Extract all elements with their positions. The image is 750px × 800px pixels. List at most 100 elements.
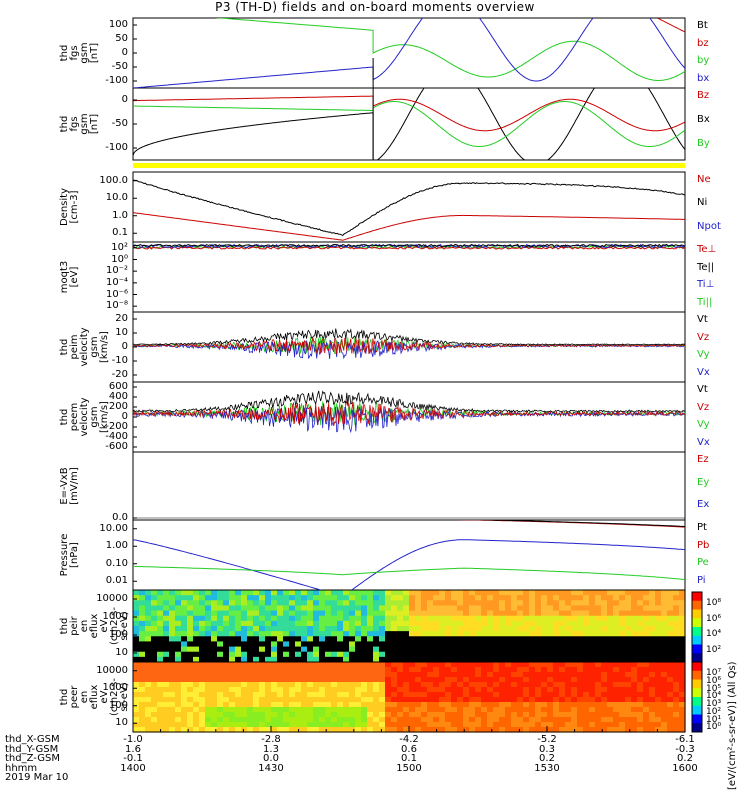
spectrogram-cell <box>205 707 212 713</box>
spectrogram-cell <box>421 662 428 668</box>
spectrogram-cell <box>475 702 482 708</box>
spectrogram-cell <box>415 707 422 713</box>
spectrogram-cell <box>409 605 416 612</box>
spectrogram-cell <box>649 631 656 637</box>
spectrogram-cell <box>379 707 386 713</box>
spectrogram-cell <box>679 620 686 627</box>
spectrogram-cell <box>505 651 512 658</box>
spectrogram-cell <box>559 672 566 678</box>
spectrogram-cell <box>259 595 266 601</box>
spectrogram-cell <box>553 692 560 698</box>
spectrogram-cell <box>391 610 398 617</box>
spectrogram-cell <box>511 626 518 632</box>
spectrogram-cell <box>223 687 230 693</box>
spectrogram-cell <box>295 646 302 653</box>
spectrogram-cell <box>175 610 182 617</box>
spectrogram-cell <box>397 727 404 733</box>
spectrogram-cell <box>307 641 314 648</box>
spectrogram-cell <box>427 610 434 617</box>
spectrogram-cell <box>673 615 680 622</box>
spectrogram-cell <box>433 631 440 637</box>
spectrogram-cell <box>391 651 398 658</box>
spectrogram-cell <box>391 600 398 607</box>
spectrogram-cell <box>211 697 218 703</box>
xaxis-row-name: hhmm <box>5 762 38 774</box>
spectrogram-cell <box>559 646 566 653</box>
spectrogram-cell <box>655 682 662 688</box>
spectrogram-cell <box>439 656 446 663</box>
spectrogram-cell <box>331 610 338 617</box>
spectrogram-cell <box>241 620 248 627</box>
spectrogram-cell <box>301 687 308 693</box>
spectrogram-cell <box>385 605 392 612</box>
spectrogram-cell <box>451 667 458 673</box>
spectrogram-cell <box>541 605 548 612</box>
spectrogram-cell <box>571 600 578 607</box>
spectrogram-cell <box>169 590 176 596</box>
spectrogram-cell <box>277 590 284 596</box>
spectrogram-cell <box>277 697 284 703</box>
spectrogram-cell <box>163 687 170 693</box>
spectrogram-cell <box>181 712 188 718</box>
ytick-label: 1.00 <box>105 540 128 552</box>
spectrogram-cell <box>403 662 410 668</box>
spectrogram-cell <box>397 600 404 607</box>
spectrogram-cell <box>475 651 482 658</box>
spectrogram-cell <box>403 717 410 723</box>
spectrogram-cell <box>199 615 206 622</box>
spectrogram-cell <box>355 687 362 693</box>
spectrogram-cell <box>175 636 182 643</box>
spectrogram-cell <box>619 727 626 733</box>
spectrogram-cell <box>625 682 632 688</box>
spectrogram-cell <box>283 600 290 607</box>
spectrogram-cell <box>157 641 164 648</box>
spectrogram-cell <box>169 727 176 733</box>
spectrogram-cell <box>223 667 230 673</box>
spectrogram-cell <box>439 682 446 688</box>
spectrogram-cell <box>157 697 164 703</box>
spectrogram-cell <box>481 677 488 683</box>
spectrogram-cell <box>181 662 188 668</box>
spectrogram-cell <box>571 615 578 622</box>
spectrogram-cell <box>175 677 182 683</box>
spectrogram-cell <box>385 600 392 607</box>
spectrogram-cell <box>229 620 236 627</box>
spectrogram-cell <box>583 600 590 607</box>
spectrogram-cell <box>169 651 176 658</box>
spectrogram-cell <box>301 727 308 733</box>
spectrogram-cell <box>565 641 572 648</box>
spectrogram-cell <box>541 682 548 688</box>
spectrogram-cell <box>139 692 146 698</box>
spectrogram-cell <box>361 656 368 663</box>
spectrogram-cell <box>607 615 614 622</box>
spectrogram-cell <box>361 600 368 607</box>
spectrogram-cell <box>151 646 158 653</box>
spectrogram-cell <box>421 717 428 723</box>
spectrogram-cell <box>337 656 344 663</box>
spectrogram-cell <box>547 656 554 663</box>
spectrogram-cell <box>193 682 200 688</box>
spectrogram-cell <box>385 702 392 708</box>
spectrogram-cell <box>559 707 566 713</box>
spectrogram-cell <box>541 677 548 683</box>
spectrogram-cell <box>445 662 452 668</box>
spectrogram-cell <box>595 626 602 632</box>
spectrogram-cell <box>637 682 644 688</box>
spectrogram-cell <box>553 702 560 708</box>
spectrogram-cell <box>601 692 608 698</box>
spectrogram-cell <box>595 697 602 703</box>
spectrogram-cell <box>313 707 320 713</box>
spectrogram-cell <box>211 677 218 683</box>
spectrogram-cell <box>181 692 188 698</box>
spectrogram-cell <box>133 722 140 728</box>
xaxis-value: 0.0 <box>263 753 279 764</box>
spectrogram-cell <box>631 646 638 653</box>
spectrogram-cell <box>157 626 164 632</box>
spectrogram-cell <box>247 626 254 632</box>
spectrogram-cell <box>223 641 230 648</box>
spectrogram-cell <box>283 620 290 627</box>
spectrogram-cell <box>499 600 506 607</box>
spectrogram-cell <box>499 620 506 627</box>
spectrogram-cell <box>379 595 386 601</box>
xaxis-value: 1430 <box>258 762 284 774</box>
